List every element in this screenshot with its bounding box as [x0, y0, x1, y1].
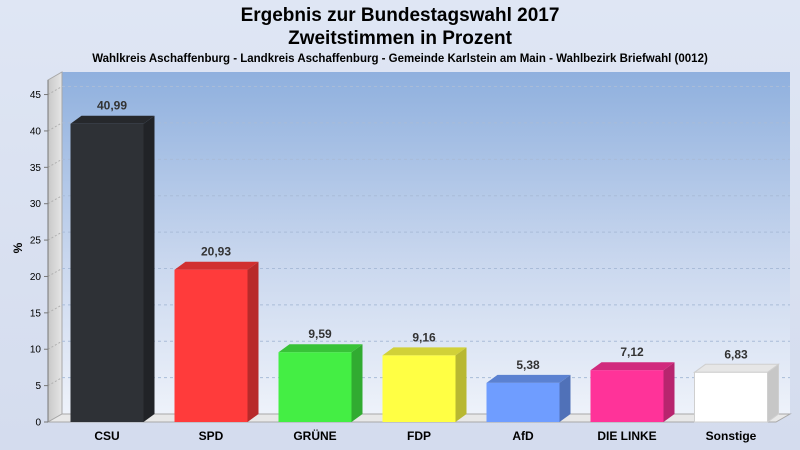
y-axis-label: % [11, 242, 25, 253]
x-tick-label: GRÜNE [293, 428, 336, 443]
bar-sonstige: 6,83 [692, 347, 781, 423]
y-tick-label: 15 [30, 308, 42, 319]
x-tick-label: AfD [512, 429, 534, 443]
y-tick-label: 40 [30, 126, 42, 137]
y-tick-label: 25 [30, 236, 42, 247]
grid-line-side [47, 304, 63, 314]
bar-side [559, 374, 571, 422]
grid-line-side [47, 268, 63, 277]
y-tick-label: 20 [30, 272, 42, 283]
chart-title-line2: Zweitstimmen in Prozent [288, 28, 512, 49]
bar-top [590, 362, 675, 371]
chart-title: Ergebnis zur Bundestagswahl 2017 Zweitst… [0, 4, 800, 50]
bar [486, 382, 560, 422]
bars-group: 40,99 20,93 9,59 9,16 5,38 7,12 6,83 [70, 99, 781, 423]
x-axis: CSU SPD GRÜNE FDP AfD DIE LINKE Sonstige [94, 428, 756, 443]
bar-value-label: 20,93 [201, 245, 231, 259]
bar-spd: 20,93 [174, 245, 259, 422]
bar-value-label: 7,12 [620, 345, 644, 359]
x-tick-label: DIE LINKE [597, 429, 656, 443]
bar-top [692, 363, 781, 373]
bar-value-label: 9,16 [412, 330, 436, 344]
bar-die-linke: 7,12 [590, 345, 675, 422]
bar [590, 370, 664, 422]
y-tick-label: 0 [35, 418, 41, 429]
x-tick-label: Sonstige [706, 429, 757, 443]
bar-top [70, 115, 155, 124]
bar-gr-ne: 9,59 [278, 327, 363, 422]
grid-line-side [47, 231, 63, 241]
bar-side [455, 347, 467, 422]
bar-value-label: 40,99 [97, 99, 127, 113]
bar [694, 371, 768, 423]
bar-side [143, 115, 155, 423]
bar-top [382, 347, 467, 356]
bar-side [351, 344, 363, 422]
x-tick-label: CSU [94, 429, 119, 443]
chart-title-line1: Ergebnis zur Bundestagswahl 2017 [240, 5, 560, 26]
bar-top [486, 374, 571, 383]
grid-line-side [47, 86, 63, 95]
bar-side [767, 363, 779, 423]
grid-line-side [47, 340, 63, 350]
bar-top [174, 261, 259, 270]
bar [174, 269, 248, 422]
bar-value-label: 9,59 [308, 327, 332, 341]
x-tick-label: SPD [199, 429, 224, 443]
y-tick-label: 30 [30, 199, 42, 210]
bar-value-label: 6,83 [724, 347, 748, 361]
grid-line-side [47, 122, 63, 132]
grid-line-side [47, 158, 63, 168]
y-tick-label: 45 [30, 90, 42, 101]
grid-line-side [47, 377, 63, 387]
x-tick-label: FDP [407, 429, 431, 443]
y-tick-label: 10 [30, 345, 42, 356]
bar-fdp: 9,16 [382, 330, 467, 422]
bar-side [247, 261, 259, 422]
bar-csu: 40,99 [70, 99, 155, 423]
bar-value-label: 5,38 [516, 358, 540, 372]
bar-side [663, 362, 675, 422]
bar-afd: 5,38 [486, 358, 571, 422]
bar-top [278, 344, 363, 353]
bar [278, 352, 352, 422]
y-axis: 0 5 10 15 20 25 30 35 40 45 [30, 80, 49, 429]
grid-line-side [47, 195, 63, 205]
bar [70, 123, 144, 423]
chart-subtitle: Wahlkreis Aschaffenburg - Landkreis Asch… [92, 53, 708, 65]
bar [382, 355, 456, 422]
y-tick-label: 5 [35, 381, 41, 392]
y-tick-label: 35 [30, 163, 42, 174]
